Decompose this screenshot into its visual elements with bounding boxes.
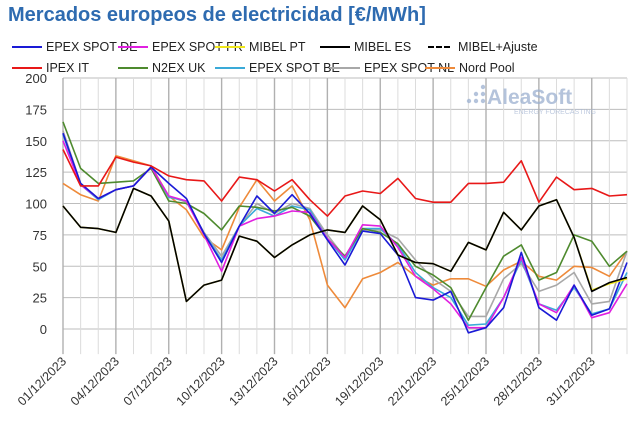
x-tick-label: 25/12/2023 — [438, 354, 492, 408]
legend-swatch — [425, 67, 455, 69]
legend-label: EPEX SPOT BE — [249, 61, 340, 75]
y-tick-label: 75 — [33, 228, 47, 243]
y-tick-label: 25 — [33, 291, 47, 306]
y-tick-label: 125 — [25, 165, 47, 180]
legend-item: MIBEL+Ajuste — [420, 40, 538, 54]
y-tick-label: 50 — [33, 259, 47, 274]
y-axis-ticks: 0 25 50 75 100 125 150 175 200 — [25, 71, 47, 337]
legend-swatch — [215, 46, 245, 48]
y-tick-label: 100 — [25, 197, 47, 212]
y-tick-label: 0 — [40, 322, 47, 337]
y-tick-label: 175 — [25, 102, 47, 117]
legend-label: MIBEL+Ajuste — [458, 40, 538, 54]
watermark-brand: AleaSoft — [487, 86, 572, 109]
legend-item: MIBEL ES — [320, 40, 411, 54]
legend-label: N2EX UK — [152, 61, 206, 75]
legend-label: EPEX SPOT DE — [46, 40, 138, 54]
legend-label: IPEX IT — [46, 61, 90, 75]
legend-item: EPEX SPOT BE — [215, 61, 340, 75]
x-tick-label: 01/12/2023 — [15, 354, 69, 408]
legend-label: EPEX SPOT FR — [152, 40, 243, 54]
grid — [62, 77, 628, 355]
x-tick-label: 10/12/2023 — [174, 354, 228, 408]
legend-swatch — [320, 46, 350, 48]
series-lines — [62, 121, 628, 334]
legend-item: IPEX IT — [12, 61, 89, 75]
x-tick-label: 13/12/2023 — [226, 354, 280, 408]
legend-item: EPEX SPOT DE — [12, 40, 137, 54]
legend-item: EPEX SPOT NL — [330, 61, 454, 75]
legend-label: EPEX SPOT NL — [364, 61, 455, 75]
legend-swatch — [330, 67, 360, 69]
legend-item: MIBEL PT — [215, 40, 306, 54]
legend-item: EPEX SPOT FR — [118, 40, 243, 54]
legend-label: MIBEL ES — [354, 40, 412, 54]
x-tick-label: 16/12/2023 — [279, 354, 333, 408]
series-line-mibel-es — [62, 187, 628, 303]
watermark-tagline: ENERGY FORECASTING — [514, 109, 596, 116]
x-axis-ticks: 01/12/202304/12/202307/12/202310/12/2023… — [15, 354, 598, 408]
y-tick-label: 200 — [25, 71, 47, 86]
legend-swatch — [12, 46, 42, 48]
legend-label: Nord Pool — [459, 61, 515, 75]
x-tick-label: 31/12/2023 — [544, 354, 598, 408]
series-line-epex-spot-de — [62, 132, 628, 334]
legend-swatch — [12, 67, 42, 69]
y-tick-label: 150 — [25, 134, 47, 149]
x-tick-label: 19/12/2023 — [332, 354, 386, 408]
legend-swatch — [118, 67, 148, 69]
legend-swatch — [215, 67, 245, 69]
legend-swatch — [118, 46, 148, 48]
x-tick-label: 04/12/2023 — [68, 354, 122, 408]
series-line-ipex-it — [62, 149, 628, 217]
x-tick-label: 22/12/2023 — [385, 354, 439, 408]
legend-label: MIBEL PT — [249, 40, 306, 54]
legend-swatch — [428, 46, 450, 48]
chart-title: Mercados europeos de electricidad [€/MWh… — [8, 4, 426, 26]
watermark-logo: AleaSoft ENERGY FORECASTING — [466, 84, 596, 116]
legend: EPEX SPOT DE EPEX SPOT FR MIBEL PT MIBEL ES… — [0, 34, 640, 75]
legend-item: Nord Pool — [425, 61, 515, 75]
x-tick-label: 28/12/2023 — [491, 354, 545, 408]
x-tick-label: 07/12/2023 — [121, 354, 175, 408]
legend-item: N2EX UK — [118, 61, 206, 75]
